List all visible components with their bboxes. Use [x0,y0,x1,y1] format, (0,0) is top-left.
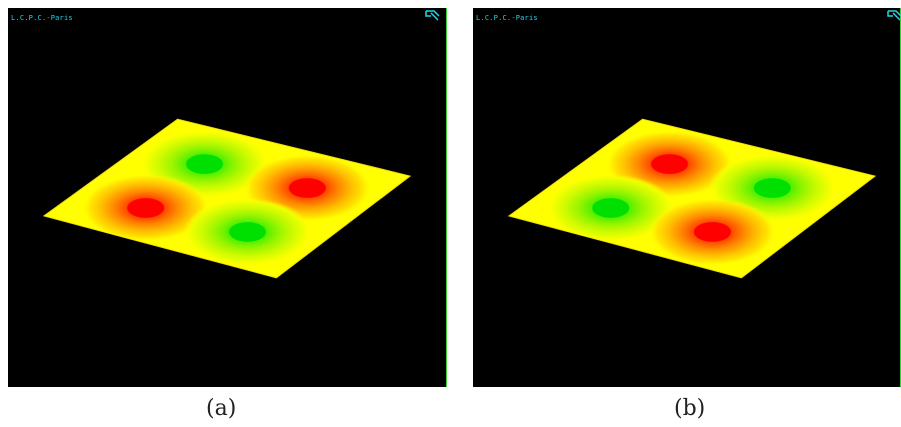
caption-a: (a) [206,396,237,421]
low-region [183,197,312,266]
window-corner-icon[interactable] [425,10,440,22]
viewport-panel-a: L.C.P.C.-Paris [8,8,447,387]
high-region [648,197,777,266]
surface-plot-a [42,118,412,279]
lab-label: L.C.P.C.-Paris [11,14,73,22]
high-region [81,174,210,242]
lab-label: L.C.P.C.-Paris [476,14,538,22]
window-corner-icon[interactable] [887,10,901,22]
caption-b: (b) [674,396,706,421]
low-region [546,174,675,242]
surface-plot-b [507,118,877,279]
viewport-panel-b: L.C.P.C.-Paris [473,8,901,387]
